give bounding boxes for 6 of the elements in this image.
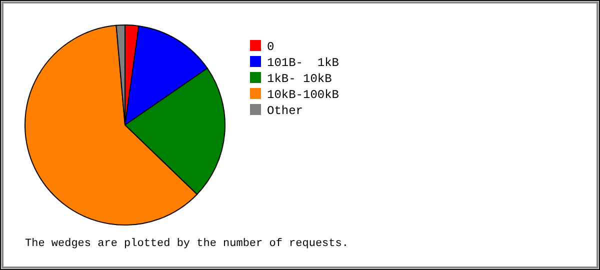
legend-label: 0 (267, 40, 274, 54)
legend-label: 101B- 1kB (267, 56, 340, 70)
text: The wedges are plotted by the number of requests. (25, 238, 348, 250)
legend-label: 10kB-100kB (267, 88, 340, 102)
legend-label: Other (267, 104, 304, 118)
legend-label: 1kB- 10kB (267, 72, 332, 86)
